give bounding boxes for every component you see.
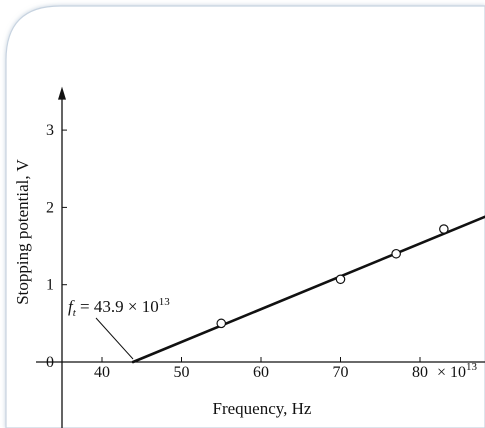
x-tick-label: 80 bbox=[412, 364, 428, 381]
x-tick-label: 40 bbox=[94, 364, 110, 381]
y-axis-arrow bbox=[58, 86, 66, 100]
data-point bbox=[439, 224, 449, 234]
data-point bbox=[216, 318, 227, 329]
y-tick-label: 3 bbox=[46, 122, 54, 139]
annotation-text: = 43.9 × 10 bbox=[76, 297, 159, 316]
annotation-leader-line bbox=[95, 317, 134, 360]
x-axis-multiplier: × 1013 bbox=[437, 361, 478, 381]
x-tick-label: 70 bbox=[333, 364, 349, 381]
y-axis-label-text: Stopping potential, V bbox=[13, 158, 32, 304]
x-multiplier-text: × 10 bbox=[437, 364, 466, 381]
y-tick-label: 2 bbox=[46, 199, 54, 216]
annotation-sub: t bbox=[73, 307, 77, 319]
y-axis-label: Stopping potential, V bbox=[13, 158, 32, 304]
x-tick-label: 60 bbox=[253, 364, 269, 381]
threshold-annotation: ft = 43.9 × 1013 bbox=[68, 296, 170, 360]
svg-text:Stopping potential, V: Stopping potential, V bbox=[13, 158, 32, 304]
svg-text:× 1013: × 1013 bbox=[437, 361, 478, 381]
plot-area: 4050607080901001101200123 bbox=[36, 86, 485, 428]
svg-text:ft = 43.9 × 1013: ft = 43.9 × 1013 bbox=[68, 296, 170, 319]
x-multiplier-exponent: 13 bbox=[466, 361, 478, 373]
annotation-var: f bbox=[68, 297, 75, 316]
x-axis-label: Frequency, Hz bbox=[213, 399, 312, 418]
data-point bbox=[335, 274, 346, 285]
y-tick-label: 1 bbox=[46, 277, 54, 294]
rounded-frame bbox=[5, 5, 485, 428]
annotation-exp: 13 bbox=[159, 296, 171, 308]
y-tick-label: 0 bbox=[46, 354, 54, 371]
fit-line bbox=[131, 215, 485, 364]
data-point bbox=[391, 248, 401, 259]
x-tick-label: 50 bbox=[174, 364, 190, 381]
